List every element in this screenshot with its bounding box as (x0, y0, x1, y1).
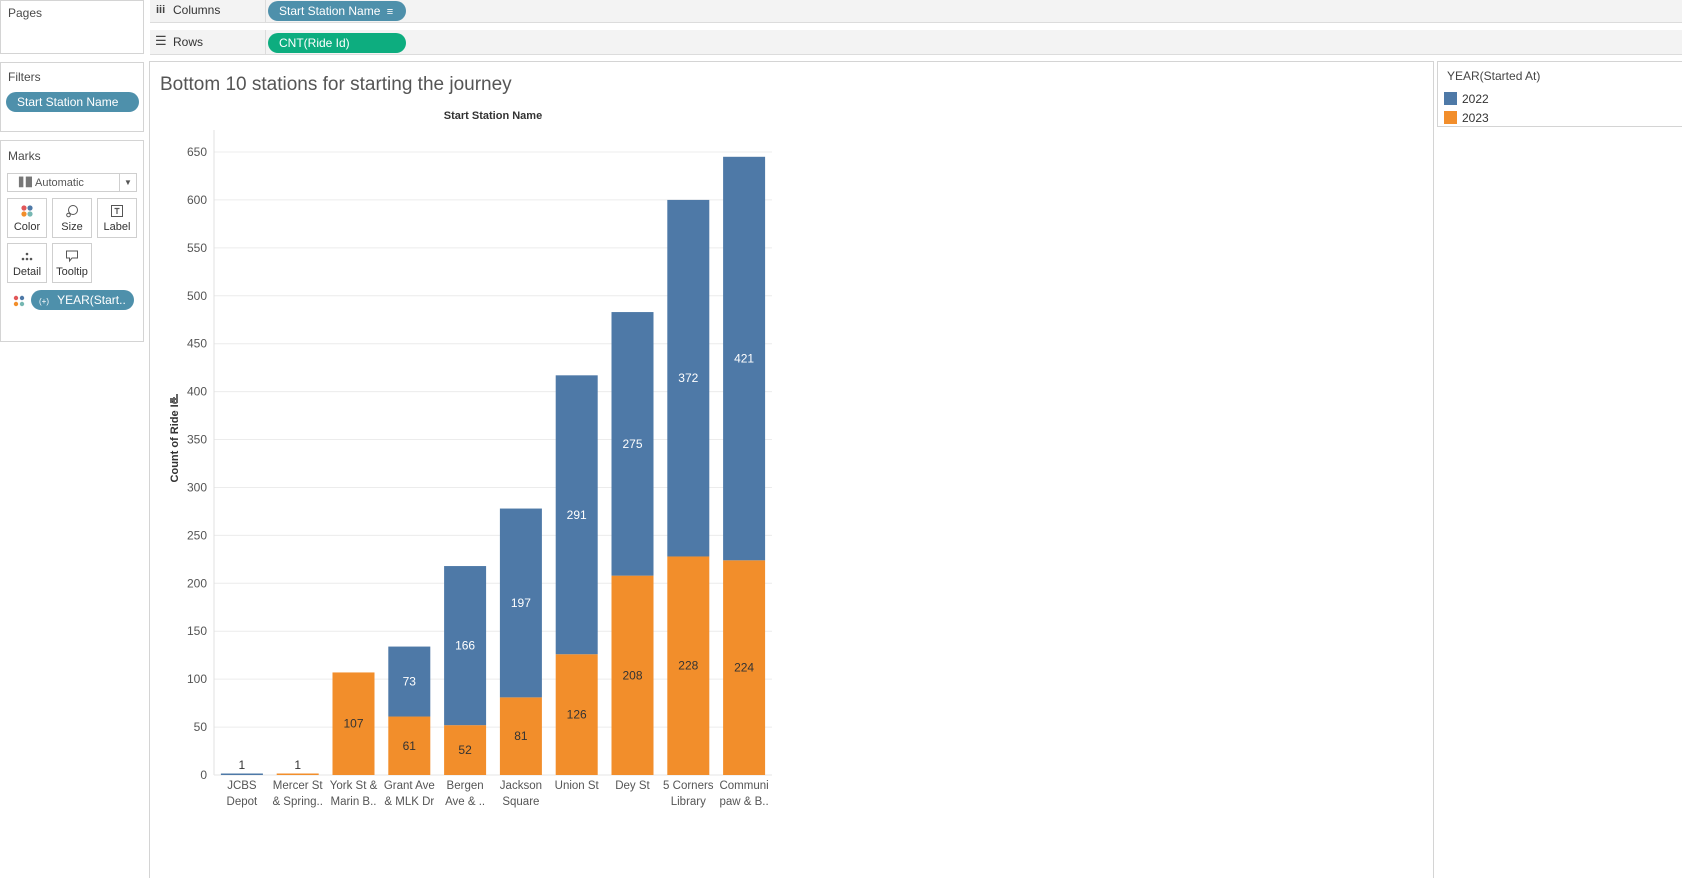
date-part-icon: (+) (39, 297, 49, 306)
filters-card[interactable]: Filters Start Station Name (0, 62, 144, 132)
legend-label-2023: 2023 (1462, 111, 1489, 125)
legend-title: YEAR(Started At) (1447, 69, 1541, 83)
columns-label: Columns (173, 3, 221, 17)
mark-type-value: Automatic (35, 177, 84, 189)
tooltip-button-label: Tooltip (56, 266, 88, 278)
detail-button-label: Detail (12, 266, 42, 278)
color-legend[interactable]: YEAR(Started At) 2022 2023 (1437, 61, 1682, 127)
size-icon (53, 199, 91, 221)
color-dots-icon (8, 199, 46, 221)
legend-label-2022: 2022 (1462, 92, 1489, 106)
bar-chart-icon: ▋▉ (19, 177, 33, 187)
left-pane-bottom (0, 342, 144, 878)
columns-pill-label: Start Station Name (279, 4, 381, 18)
rows-icon: ☰ (155, 33, 167, 48)
label-button-label: Label (103, 221, 131, 233)
worksheet-area: Bottom 10 stations for starting the jour… (149, 61, 1434, 878)
tooltip-button[interactable]: Tooltip (52, 243, 92, 283)
pages-card[interactable]: Pages (0, 0, 144, 54)
size-button[interactable]: Size (52, 198, 92, 238)
columns-shelf-divider (265, 0, 266, 22)
columns-shelf[interactable]: iii Columns (150, 0, 1682, 23)
chart-title: Bottom 10 stations for starting the jour… (160, 74, 512, 95)
size-button-label: Size (61, 221, 83, 233)
marks-title: Marks (8, 149, 41, 163)
marks-card: Marks ▋▉ Automatic ▼ Color Size Label De… (0, 140, 144, 342)
legend-swatch-2022 (1444, 92, 1457, 105)
rows-shelf-divider (265, 30, 266, 54)
columns-icon: iii (156, 4, 166, 16)
columns-pill[interactable]: Start Station Name ≡ (268, 1, 406, 21)
year-field-pill-label: YEAR(Start.. (57, 293, 126, 307)
chevron-down-icon: ▼ (119, 174, 136, 191)
rows-label: Rows (173, 35, 204, 49)
year-field-pill[interactable]: (+) YEAR(Start.. (31, 290, 134, 310)
detail-icon (8, 244, 46, 266)
pages-title: Pages (8, 6, 43, 20)
tooltip-icon (53, 244, 91, 266)
label-button[interactable]: Label (97, 198, 137, 238)
sort-ascending-icon: ≡ (386, 6, 394, 18)
rows-pill[interactable]: CNT(Ride Id) (268, 33, 406, 53)
color-button[interactable]: Color (7, 198, 47, 238)
label-icon (98, 199, 136, 221)
filters-title: Filters (8, 70, 41, 84)
detail-button[interactable]: Detail (7, 243, 47, 283)
mark-type-dropdown[interactable]: ▋▉ Automatic ▼ (7, 173, 137, 192)
filter-pill-start-station[interactable]: Start Station Name (6, 92, 139, 112)
legend-swatch-2023 (1444, 111, 1457, 124)
color-encoding-icon (13, 294, 25, 312)
color-button-label: Color (13, 221, 41, 233)
